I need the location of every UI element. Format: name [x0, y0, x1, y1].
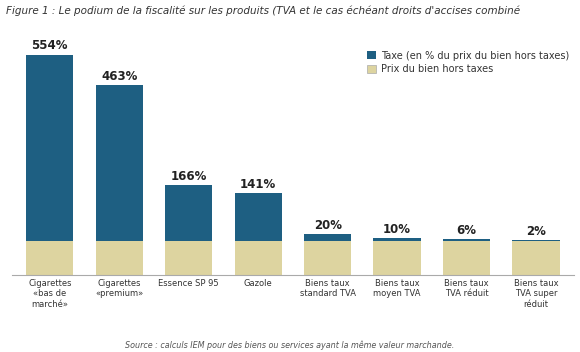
- Bar: [26, 55, 74, 241]
- Text: 6%: 6%: [456, 224, 477, 237]
- Bar: [234, 194, 282, 241]
- Text: 463%: 463%: [101, 70, 137, 83]
- Bar: [512, 240, 560, 241]
- Text: 2%: 2%: [526, 225, 546, 238]
- Bar: [234, 241, 282, 275]
- Text: 166%: 166%: [171, 170, 207, 183]
- Text: 20%: 20%: [314, 219, 342, 232]
- Bar: [165, 185, 212, 241]
- Text: 141%: 141%: [240, 178, 276, 191]
- Bar: [304, 241, 351, 275]
- Bar: [26, 241, 74, 275]
- Bar: [96, 85, 143, 241]
- Bar: [512, 241, 560, 275]
- Bar: [165, 241, 212, 275]
- Text: Source : calculs IEM pour des biens ou services ayant la même valeur marchande.: Source : calculs IEM pour des biens ou s…: [125, 341, 455, 350]
- Text: 10%: 10%: [383, 222, 411, 235]
- Bar: [374, 238, 420, 241]
- Text: 554%: 554%: [31, 39, 68, 52]
- Bar: [96, 241, 143, 275]
- Legend: Taxe (en % du prix du bien hors taxes), Prix du bien hors taxes: Taxe (en % du prix du bien hors taxes), …: [367, 51, 570, 74]
- Bar: [443, 239, 490, 241]
- Bar: [304, 234, 351, 241]
- Text: Figure 1 : Le podium de la fiscalité sur les produits (TVA et le cas échéant dro: Figure 1 : Le podium de la fiscalité sur…: [6, 5, 520, 16]
- Bar: [374, 241, 420, 275]
- Bar: [443, 241, 490, 275]
